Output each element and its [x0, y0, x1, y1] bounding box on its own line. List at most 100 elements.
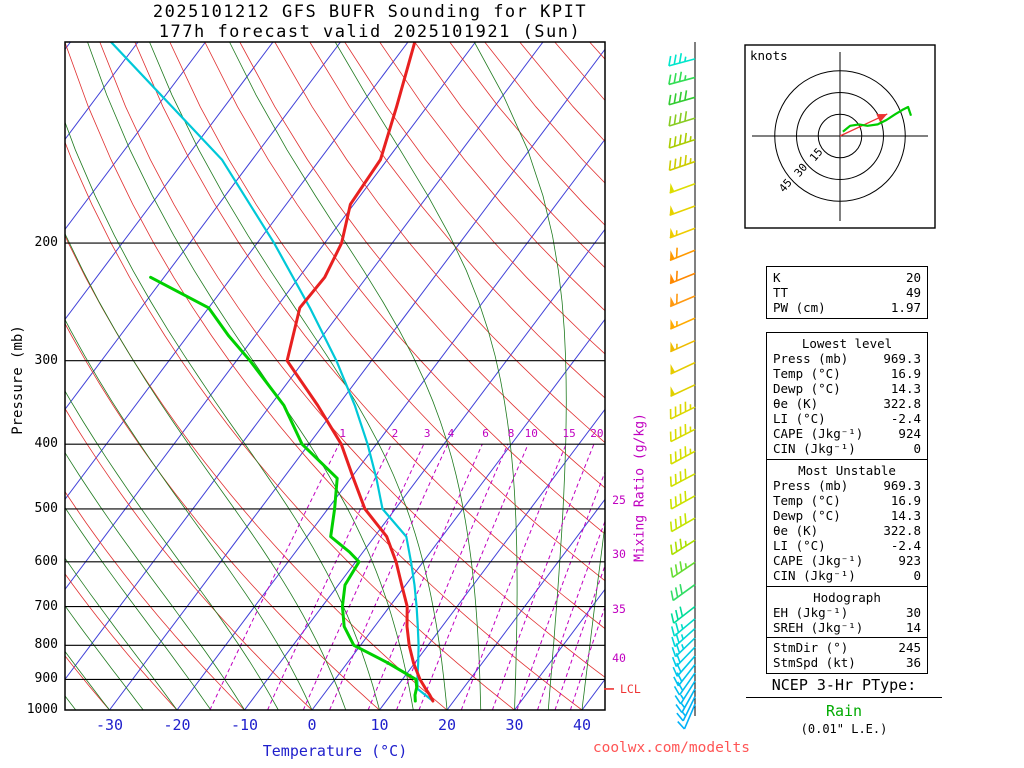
pressure-tick-label: 900 [34, 671, 58, 687]
wind-barb [669, 401, 696, 420]
wind-barb [668, 111, 696, 127]
wind-barb [673, 664, 696, 687]
wind-barb [673, 672, 696, 696]
ptype-title: NCEP 3-Hr PType: [746, 676, 942, 698]
wind-barb [674, 680, 696, 705]
svg-text:20: 20 [590, 427, 603, 440]
wind-barb [669, 247, 696, 262]
pressure-tick-label: 400 [34, 436, 58, 452]
index-row: Temp (°C) 16.9 [773, 366, 921, 381]
temperature-tick-label: 10 [370, 716, 389, 734]
index-row: CAPE (Jkg⁻¹) 923 [773, 553, 921, 568]
hodograph-trace [842, 105, 913, 133]
lcl-label: LCL [620, 682, 641, 696]
mixing-ratio-edge-label: 30 [612, 547, 626, 562]
index-row: Temp (°C) 16.9 [773, 493, 921, 508]
index-row: K 20 [773, 270, 921, 285]
temperature-tick-label: -30 [95, 716, 124, 734]
wind-barb [676, 696, 696, 722]
index-row: LI (°C) -2.4 [773, 538, 921, 553]
wind-barb [672, 655, 696, 677]
svg-text:2: 2 [392, 427, 399, 440]
index-row: StmDir (°) 245 [773, 640, 921, 655]
pressure-grid-lines [65, 242, 605, 710]
svg-text:8: 8 [508, 427, 515, 440]
index-row: Dewp (°C) 14.3 [773, 381, 921, 396]
index-row: TT 49 [773, 285, 921, 300]
temperature-tick-label: -10 [230, 716, 259, 734]
temperature-tick-label: 20 [437, 716, 457, 734]
index-row: CIN (Jkg⁻¹) 0 [773, 568, 921, 583]
temperature-tick-label: 30 [505, 716, 524, 734]
hodograph-ring [817, 113, 863, 159]
index-row: Press (mb) 969.3 [773, 351, 921, 366]
page-title: 2025101212 GFS BUFR Sounding for KPIT [152, 2, 588, 22]
wind-barb [670, 561, 696, 579]
table-header-most-unstable: Most Unstable [798, 463, 896, 478]
wind-barb-column [668, 42, 696, 730]
table-header-lowest-level: Lowest level [801, 336, 893, 351]
page-subtitle: 177h forecast valid 2025101921 (Sun) [158, 22, 582, 42]
wind-barb [670, 339, 696, 353]
watermark: coolwx.com/modelts [592, 740, 750, 756]
wind-barb [668, 132, 696, 149]
svg-text:6: 6 [482, 427, 489, 440]
wind-barb [669, 424, 696, 443]
pressure-axis-label: Pressure (mb) [10, 325, 26, 435]
wind-barb [670, 538, 696, 556]
pressure-tick-label: 800 [34, 637, 58, 653]
index-row: LI (°C) -2.4 [773, 411, 921, 426]
indices-table-basic: K 20 TT 49 PW (cm) 1.97 [766, 266, 928, 319]
indices-table-hodograph: Hodograph EH (Jkg⁻¹) 30 SREH (Jkg⁻¹) 14 Stm… [766, 586, 928, 674]
parcel-path-line [109, 42, 434, 703]
wind-barb [669, 205, 696, 216]
table-rows: EH (Jkg⁻¹) 30 SREH (Jkg⁻¹) 14 [773, 605, 921, 635]
mixing-ratio-edge-label: 35 [612, 601, 626, 616]
pressure-tick-label: 500 [34, 500, 58, 516]
svg-text:4: 4 [448, 427, 455, 440]
index-row: PW (cm) 1.97 [773, 300, 921, 315]
wind-barb [670, 361, 696, 375]
wind-barb [669, 513, 696, 533]
table-header-hodograph: Hodograph [813, 590, 881, 605]
wind-barb [669, 182, 696, 194]
index-row: Dewp (°C) 14.3 [773, 508, 921, 523]
svg-text:10: 10 [525, 427, 538, 440]
pressure-tick-label: 300 [34, 352, 58, 368]
hodograph-ring [796, 92, 884, 180]
wind-barb [670, 583, 696, 602]
index-row: CAPE (Jkg⁻¹) 924 [773, 426, 921, 441]
index-row: SREH (Jkg⁻¹) 14 [773, 620, 921, 635]
table-rows: Press (mb) 969.3 Temp (°C) 16.9 Dewp (°C) 14.… [773, 478, 921, 583]
table-divider [767, 637, 927, 638]
storm-motion-arrowhead [876, 113, 888, 123]
table-rows: Press (mb) 969.3 Temp (°C) 16.9 Dewp (°C) 14.… [773, 351, 921, 456]
wind-barb [675, 688, 696, 714]
wind-barb [669, 446, 696, 465]
wind-barb [668, 90, 696, 106]
pressure-tick-label: 700 [34, 598, 58, 614]
hodograph-ring [774, 70, 906, 202]
index-row: θe (K) 322.8 [773, 396, 921, 411]
index-row: StmSpd (kt) 36 [773, 655, 921, 670]
wind-barb [677, 703, 696, 730]
index-row: EH (Jkg⁻¹) 30 [773, 605, 921, 620]
svg-text:15: 15 [563, 427, 576, 440]
temperature-tick-label: 40 [572, 716, 592, 734]
wind-barb [668, 71, 696, 86]
ptype-note: (0.01" L.E.) [800, 722, 888, 736]
wind-barb [669, 270, 696, 285]
index-row: θe (K) 322.8 [773, 523, 921, 538]
wind-barb [670, 317, 696, 330]
temperature-axis-label: Temperature (°C) [262, 742, 408, 760]
wind-barb [669, 293, 696, 308]
wind-barb [670, 618, 696, 637]
moist-adiabat-lines [65, 42, 605, 710]
wind-barb [670, 384, 696, 397]
wind-barb [669, 227, 696, 239]
dewpoint-profile-line [149, 275, 419, 703]
wind-barb [670, 605, 696, 624]
mixing-ratio-axis-label: Mixing Ratio (g/kg) [632, 413, 648, 562]
